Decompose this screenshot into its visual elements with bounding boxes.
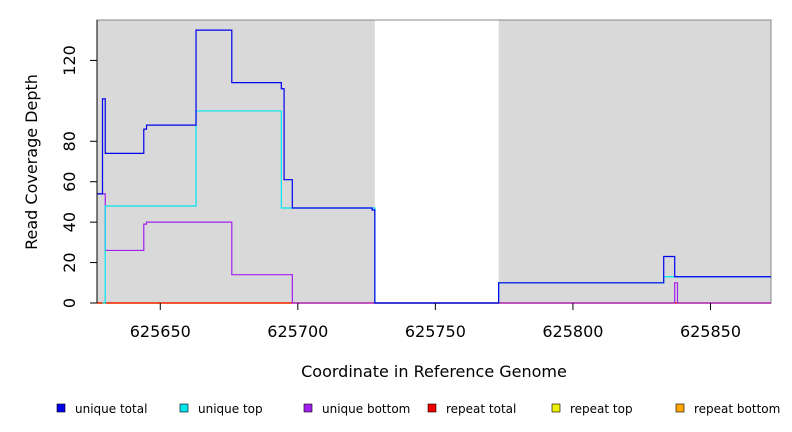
legend: unique total unique top unique bottom repea… (56, 402, 780, 416)
legend-item-repeat-total: repeat total (427, 402, 516, 416)
y-tick-label: 120 (60, 45, 79, 76)
y-axis-label: Read Coverage Depth (22, 74, 41, 250)
axes (90, 20, 711, 310)
legend-item-unique-total: unique total (56, 402, 147, 416)
y-tick-label: 40 (60, 212, 79, 232)
y-tick-label: 60 (60, 172, 79, 192)
legend-swatch (427, 403, 437, 413)
legend-label: repeat top (570, 402, 633, 416)
x-tick-label: 625750 (405, 322, 466, 341)
shaded-region-1 (97, 20, 375, 303)
legend-label: unique total (75, 402, 147, 416)
legend-swatch (179, 403, 189, 413)
legend-item-repeat-bottom: repeat bottom (675, 402, 780, 416)
y-tick-label: 20 (60, 252, 79, 272)
legend-item-unique-top: unique top (179, 402, 263, 416)
tick-labels: 0 20 40 60 80 120 625650 625700 625750 625800 6258… (60, 45, 741, 341)
legend-label: unique top (198, 402, 263, 416)
legend-swatch (303, 403, 313, 413)
x-axis-label: Coordinate in Reference Genome (301, 362, 567, 381)
legend-item-repeat-top: repeat top (551, 402, 633, 416)
legend-label: unique bottom (322, 402, 410, 416)
x-tick-label: 625800 (542, 322, 603, 341)
series-line-unique-total (97, 29, 771, 304)
y-tick-label: 0 (60, 298, 79, 308)
legend-item-unique-bottom: unique bottom (303, 402, 410, 416)
legend-label: repeat total (446, 402, 516, 416)
legend-swatch (675, 403, 685, 413)
legend-swatch (56, 403, 66, 413)
x-tick-label: 625850 (680, 322, 741, 341)
series-line-unique-bottom (97, 193, 771, 304)
x-tick-label: 625650 (130, 322, 191, 341)
legend-swatch (551, 403, 561, 413)
y-tick-label: 80 (60, 131, 79, 151)
series-lines (97, 29, 771, 304)
shaded-region-2 (498, 20, 771, 303)
shaded-regions (97, 20, 771, 303)
x-tick-label: 625700 (267, 322, 328, 341)
legend-label: repeat bottom (694, 402, 780, 416)
